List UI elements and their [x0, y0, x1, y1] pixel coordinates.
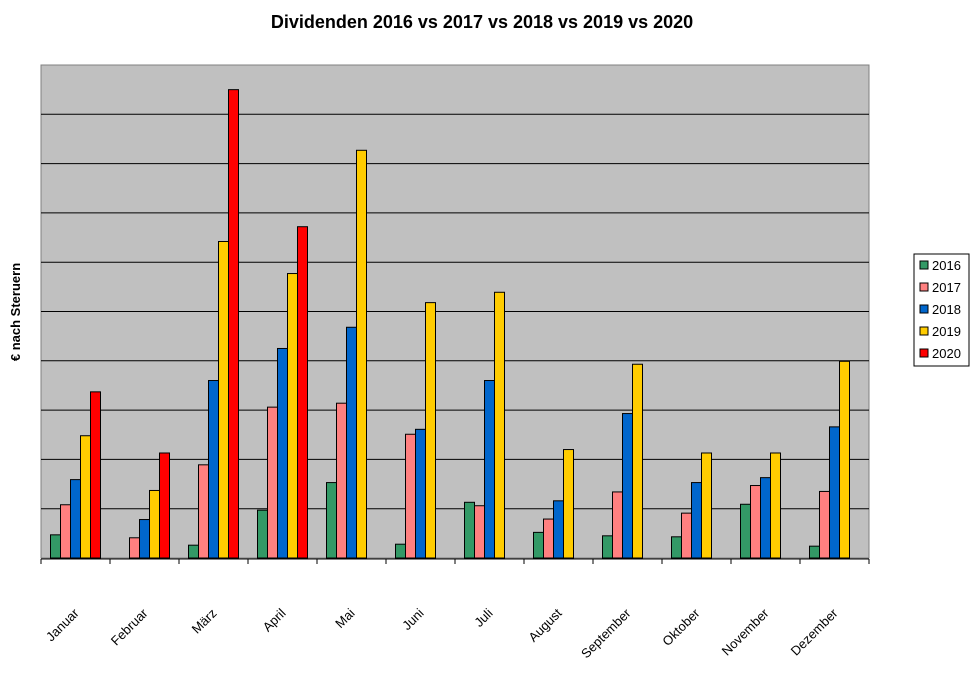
bar-2016-10 [671, 536, 682, 559]
bar-2018-10 [691, 482, 702, 559]
bar-2016-4 [257, 509, 268, 559]
bar-2016-5 [326, 482, 337, 559]
bar-2019-12 [839, 360, 850, 559]
x-tick-label: November [719, 605, 772, 658]
bar-2020-3 [228, 89, 239, 559]
legend-label-2019: 2019 [932, 324, 961, 339]
bar-2017-11 [750, 485, 761, 559]
bar-2020-1 [90, 391, 101, 559]
bar-2017-6 [405, 433, 416, 559]
bar-2019-5 [356, 149, 367, 559]
bar-2018-5 [346, 326, 357, 559]
bar-2020-4 [297, 226, 308, 559]
bar-2016-12 [809, 545, 820, 559]
bar-2019-10 [701, 452, 712, 559]
bar-2018-9 [622, 413, 633, 559]
bar-2018-2 [139, 519, 150, 559]
bar-2017-4 [267, 406, 278, 559]
legend-swatch-2020 [919, 348, 929, 358]
bar-2016-9 [602, 535, 613, 559]
x-tick-label: März [189, 606, 220, 637]
bar-2017-7 [474, 505, 485, 559]
legend-label-2020: 2020 [932, 346, 961, 361]
x-tick-label: August [525, 605, 564, 644]
bar-2016-7 [464, 501, 475, 559]
bar-2017-3 [198, 464, 209, 559]
bar-2016-3 [188, 544, 199, 559]
x-tick-label: Oktober [659, 605, 703, 649]
bar-2017-8 [543, 518, 554, 559]
legend-label-2017: 2017 [932, 280, 961, 295]
bar-2017-5 [336, 402, 347, 559]
bar-2019-3 [218, 240, 229, 559]
chart-title: Dividenden 2016 vs 2017 vs 2018 vs 2019 … [271, 12, 693, 32]
bar-2018-4 [277, 347, 288, 559]
bar-2016-11 [740, 503, 751, 559]
bar-2019-1 [80, 435, 91, 559]
bar-2019-6 [425, 302, 436, 559]
bar-2017-12 [819, 490, 830, 559]
legend-label-2018: 2018 [932, 302, 961, 317]
legend-box [913, 253, 970, 367]
bar-2016-1 [50, 534, 61, 559]
bar-2016-6 [395, 543, 406, 559]
bar-2020-2 [159, 452, 170, 559]
legend-swatch-2017 [919, 282, 929, 292]
legend-swatch-2016 [919, 260, 929, 270]
bar-2018-1 [70, 479, 81, 559]
bar-2019-9 [632, 363, 643, 559]
bar-2018-12 [829, 426, 840, 559]
bar-2017-10 [681, 512, 692, 559]
plot-area: Januar Februar März April Mai Juni Juli August S… [40, 64, 870, 661]
bar-2018-8 [553, 500, 564, 559]
bar-2018-3 [208, 380, 219, 559]
legend-swatch-2019 [919, 326, 929, 336]
bar-2019-2 [149, 489, 160, 559]
bar-2019-8 [563, 449, 574, 559]
bar-2018-7 [484, 380, 495, 559]
bar-2017-9 [612, 491, 623, 559]
legend-label-2016: 2016 [932, 258, 961, 273]
x-tick-label: April [260, 605, 289, 634]
bar-2018-6 [415, 428, 426, 559]
bar-2018-11 [760, 477, 771, 559]
x-tick-label: Februar [108, 605, 151, 648]
legend-swatch-2018 [919, 304, 929, 314]
bar-2019-4 [287, 273, 298, 559]
x-tick-label: Juli [471, 605, 495, 629]
bar-2017-2 [129, 537, 140, 559]
bar-2019-11 [770, 452, 781, 559]
x-tick-label: Mai [332, 605, 357, 630]
x-tick-label: Dezember [788, 605, 841, 658]
bar-2019-7 [494, 291, 505, 559]
legend: 2016 2017 2018 2019 2020 [913, 253, 970, 367]
bar-2016-8 [533, 531, 544, 559]
x-tick-label: September [578, 605, 634, 661]
bar-2017-1 [60, 504, 71, 559]
y-axis-label: € nach Steruern [8, 263, 23, 361]
x-tick-label: Juni [399, 605, 427, 633]
x-tick-label: Januar [43, 605, 82, 644]
